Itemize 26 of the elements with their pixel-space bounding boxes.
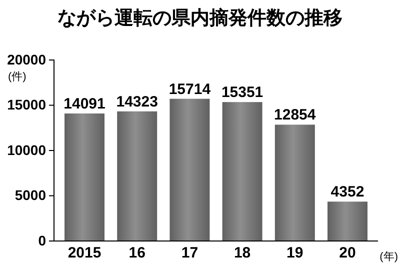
data-label: 4352 [330, 184, 364, 201]
x-axis-title: (年) [380, 251, 398, 263]
data-label: 12854 [274, 106, 316, 124]
data-label: 14091 [64, 95, 106, 112]
y-tick-label: 15000 [7, 96, 46, 113]
x-tick-label: 2015 [68, 244, 102, 262]
x-tick-label: 16 [128, 244, 146, 262]
bar [117, 111, 158, 241]
x-tick-label: 19 [286, 244, 304, 262]
y-tick-label: 10000 [7, 142, 46, 158]
x-tick-label: 18 [234, 244, 251, 262]
data-label: 15714 [168, 80, 212, 98]
x-tick-label: 17 [181, 244, 198, 262]
bar [328, 202, 368, 241]
chart-title: ながら運転の県内摘発件数の推移 [58, 7, 342, 29]
y-tick-label: 20000 [7, 51, 46, 68]
bar [170, 98, 210, 241]
y-tick-label: 5000 [14, 187, 46, 204]
y-axis-title: (件) [8, 71, 26, 83]
data-label: 15351 [221, 84, 264, 102]
data-label: 14323 [116, 93, 158, 110]
bar [222, 102, 262, 241]
bar [274, 124, 315, 241]
y-tick-label: 0 [38, 232, 46, 248]
x-tick-label: 20 [339, 244, 356, 262]
bar [64, 113, 104, 241]
